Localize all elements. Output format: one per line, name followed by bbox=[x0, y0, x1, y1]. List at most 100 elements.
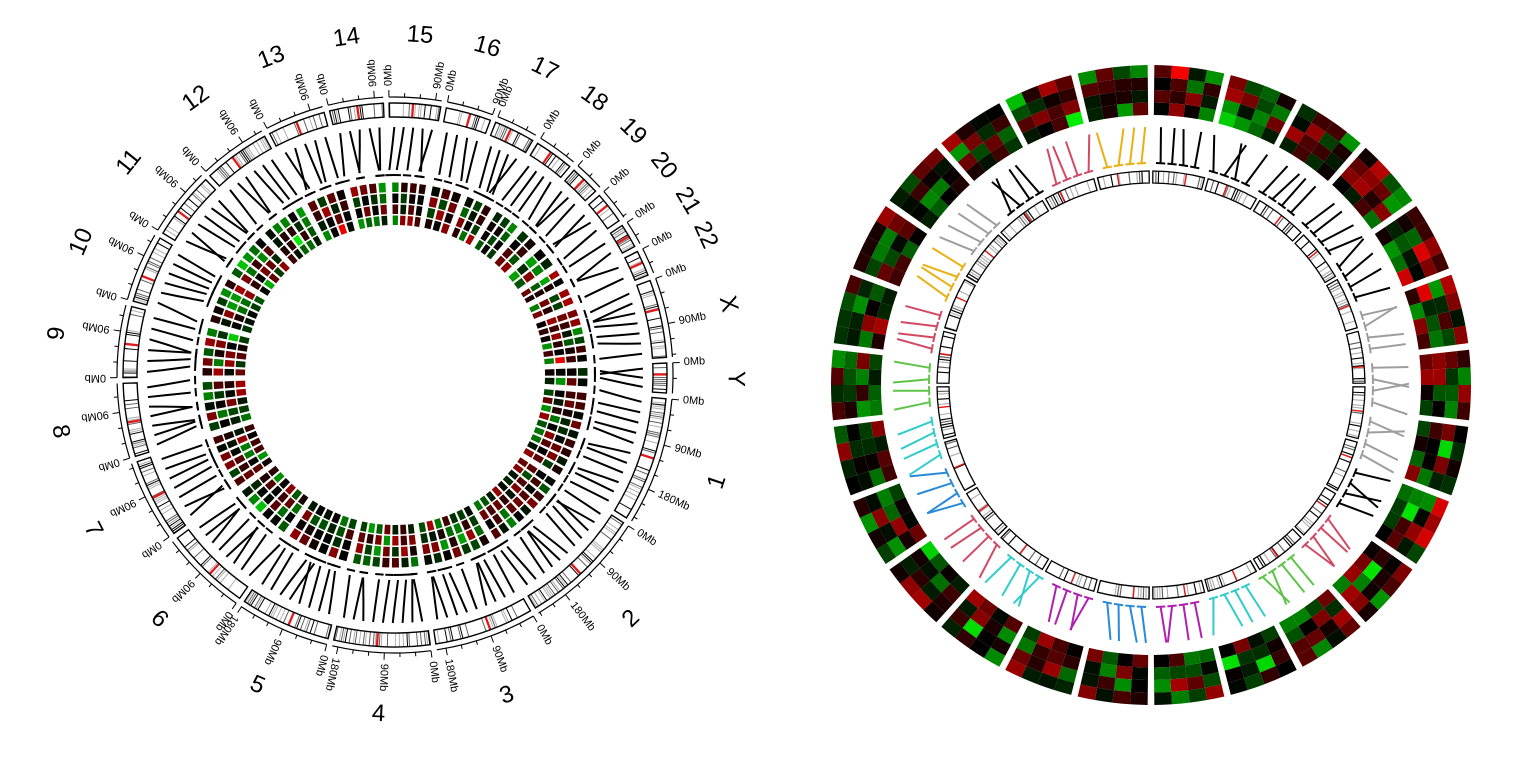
heatmap-cell bbox=[1405, 542, 1426, 565]
ideogram-band bbox=[344, 628, 349, 643]
heatmap-cell bbox=[868, 353, 883, 371]
heatmap-cell bbox=[322, 532, 334, 545]
heatmap-cell bbox=[900, 575, 921, 598]
ideogram-band bbox=[501, 127, 509, 141]
heatmap-cell bbox=[941, 583, 962, 604]
axis-tick bbox=[626, 217, 634, 223]
link-cap bbox=[1240, 582, 1251, 589]
ideogram-outline bbox=[1152, 579, 1206, 600]
ideogram-band bbox=[429, 105, 432, 120]
heatmap-cell bbox=[210, 314, 222, 325]
heatmap-cell bbox=[499, 508, 511, 520]
chromosome-label: 21 bbox=[670, 182, 707, 219]
ideogram-band bbox=[246, 591, 256, 604]
axis-tick bbox=[156, 523, 161, 527]
inner-ideogram-segment bbox=[1345, 386, 1366, 440]
heatmap-cell bbox=[893, 253, 912, 273]
link-line bbox=[568, 242, 606, 268]
link-cap bbox=[970, 246, 978, 256]
heatmap-cell bbox=[564, 347, 576, 355]
centromere bbox=[287, 611, 295, 626]
ideogram-band bbox=[1350, 351, 1363, 355]
heatmap-cell bbox=[555, 377, 566, 386]
heatmap-cell bbox=[461, 542, 472, 555]
heatmap-cell bbox=[259, 285, 271, 296]
axis-tick bbox=[231, 602, 237, 610]
link-line bbox=[211, 507, 241, 544]
heatmap-cell bbox=[361, 195, 370, 206]
link-line bbox=[157, 301, 198, 323]
heatmap-cell bbox=[426, 520, 435, 531]
heatmap-cell bbox=[1421, 298, 1438, 318]
heatmap-cell bbox=[1290, 114, 1312, 134]
link-line bbox=[178, 474, 217, 499]
ideogram-band bbox=[649, 331, 664, 335]
ideogram-band bbox=[993, 522, 1004, 532]
heatmap-cell bbox=[1362, 560, 1383, 581]
ideogram-band bbox=[250, 593, 259, 606]
heatmap-cell bbox=[990, 636, 1012, 656]
chromosome-label: 2 bbox=[617, 604, 645, 633]
link-line bbox=[294, 147, 308, 191]
heatmap-cell bbox=[1430, 252, 1450, 273]
heatmap-cell bbox=[312, 235, 323, 247]
ideogram-band bbox=[533, 145, 542, 158]
ideogram-band bbox=[1318, 265, 1330, 273]
link-line bbox=[1372, 378, 1410, 388]
heatmap-cell bbox=[392, 546, 399, 557]
heatmap-cell bbox=[930, 572, 951, 593]
axis-label: 90Mb bbox=[216, 107, 241, 137]
link-line bbox=[1087, 134, 1091, 172]
link-line bbox=[957, 212, 990, 235]
ideogram-band bbox=[1317, 497, 1329, 506]
centromere bbox=[645, 307, 660, 314]
ideogram-outline bbox=[1000, 199, 1050, 242]
chromosome-label: 5 bbox=[246, 670, 269, 700]
heatmap-cell bbox=[911, 588, 933, 611]
link-line bbox=[240, 533, 267, 571]
link-cap bbox=[247, 232, 256, 240]
ideogram-outline bbox=[1294, 234, 1337, 284]
ideogram-band bbox=[1223, 185, 1230, 197]
heatmap-cell bbox=[941, 132, 963, 153]
ideogram-band bbox=[378, 632, 381, 647]
link-cap bbox=[1341, 272, 1348, 282]
ideogram-band bbox=[506, 129, 514, 143]
heatmap-cell bbox=[268, 465, 280, 477]
link-line bbox=[582, 455, 624, 474]
ideogram-band bbox=[983, 510, 994, 520]
ideogram-band bbox=[169, 519, 183, 529]
link-cap bbox=[216, 274, 223, 284]
heatmap-cell bbox=[438, 199, 448, 211]
ideogram-band bbox=[513, 133, 521, 147]
ideogram-band bbox=[1087, 577, 1093, 590]
ideogram-band bbox=[132, 442, 147, 447]
heatmap-cell bbox=[566, 355, 577, 363]
heatmap-cell bbox=[536, 320, 547, 329]
heatmap-cell bbox=[304, 523, 316, 536]
heatmap-cell bbox=[1325, 121, 1348, 142]
outer-heatmap-block bbox=[833, 420, 898, 496]
axis-arc bbox=[447, 101, 493, 116]
ideogram-band bbox=[408, 632, 411, 647]
ideogram-band bbox=[248, 592, 257, 605]
outer-heatmap-block bbox=[1404, 274, 1469, 350]
heatmap-cell bbox=[486, 221, 497, 233]
heatmap-cell bbox=[525, 256, 538, 269]
ideogram-band bbox=[305, 618, 312, 633]
heatmap-cell bbox=[900, 510, 920, 530]
ideogram-band bbox=[528, 594, 538, 608]
axis-arc bbox=[538, 525, 629, 614]
heatmap-cell bbox=[889, 562, 910, 584]
link-line bbox=[147, 379, 191, 389]
heatmap-cell bbox=[498, 522, 510, 534]
link-line bbox=[279, 559, 308, 596]
heatmap-cell bbox=[1083, 659, 1102, 676]
heatmap-cell bbox=[1115, 90, 1133, 105]
link-cap bbox=[1370, 397, 1374, 407]
heatmap-cell bbox=[461, 519, 471, 531]
link-cap bbox=[557, 483, 564, 492]
heatmap-cell bbox=[499, 231, 511, 243]
heatmap-cell bbox=[254, 272, 267, 284]
link-cap bbox=[1368, 343, 1372, 354]
